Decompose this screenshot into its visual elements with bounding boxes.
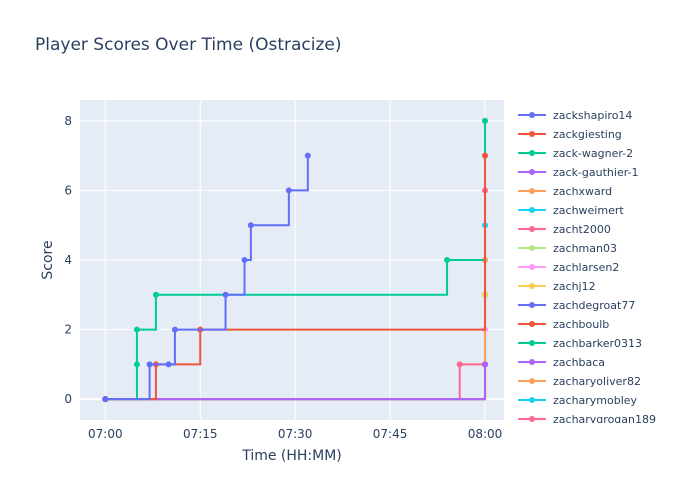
y-tick-label: 2 — [64, 323, 72, 337]
data-point[interactable] — [456, 361, 463, 368]
legend-label: zackgiesting — [553, 128, 622, 141]
x-tick-label: 07:15 — [183, 427, 218, 441]
y-tick-label: 8 — [64, 114, 72, 128]
data-point[interactable] — [482, 361, 489, 368]
series-line — [105, 155, 487, 401]
data-point[interactable] — [247, 222, 254, 229]
legend-label: zachboulb — [553, 318, 609, 331]
data-point[interactable] — [102, 396, 109, 403]
data-point[interactable] — [482, 152, 489, 159]
legend-item-zachlarsen2[interactable]: zachlarsen2 — [518, 261, 619, 274]
x-axis-ticks: 07:00 07:15 07:30 07:45 08:00 — [88, 427, 502, 441]
legend-item-zacharygrogan189[interactable]: zacharygrogan189 — [518, 413, 656, 426]
legend-swatch-marker — [529, 397, 535, 403]
legend-label: zacharygrogan189 — [553, 413, 656, 426]
data-point[interactable] — [171, 326, 178, 333]
data-point[interactable] — [241, 257, 248, 263]
legend-swatch-marker — [529, 416, 535, 422]
legend-item-zacharyoliver82[interactable]: zacharyoliver82 — [518, 375, 641, 388]
data-point[interactable] — [133, 326, 140, 333]
legend-swatch-marker — [529, 302, 535, 308]
legend-swatch-marker — [529, 264, 535, 270]
legend-item-zack-gauthier-1[interactable]: zack-gauthier-1 — [518, 166, 639, 179]
legend-item-zackshapiro14[interactable]: zackshapiro14 — [518, 109, 632, 122]
data-point[interactable] — [152, 291, 159, 298]
y-tick-label: 6 — [64, 183, 72, 197]
data-point[interactable] — [133, 361, 140, 368]
legend-label: zachj12 — [553, 280, 596, 293]
legend-label: zacharymobley — [553, 394, 638, 407]
legend-swatch-marker — [529, 283, 535, 289]
data-point[interactable] — [304, 152, 311, 159]
legend-item-zachbarker0313[interactable]: zachbarker0313 — [518, 337, 642, 350]
legend-label: zackshapiro14 — [553, 109, 632, 122]
legend-swatch-marker — [529, 169, 535, 175]
x-tick-label: 08:00 — [468, 427, 503, 441]
legend-label: zachweimert — [553, 204, 624, 217]
legend-item-zachbaca[interactable]: zachbaca — [518, 356, 605, 369]
legend-swatch-marker — [529, 112, 535, 118]
legend-item-zachweimert[interactable]: zachweimert — [518, 204, 624, 217]
legend-label: zachxward — [553, 185, 612, 198]
legend-item-zacht2000[interactable]: zacht2000 — [518, 223, 611, 236]
legend-swatch-marker — [529, 150, 535, 156]
y-tick-label: 4 — [64, 253, 72, 267]
traces — [102, 117, 489, 403]
legend-swatch-marker — [529, 340, 535, 346]
data-point[interactable] — [444, 257, 451, 263]
series-line — [105, 120, 487, 401]
legend-item-zachdegroat77[interactable]: zachdegroat77 — [518, 299, 635, 312]
data-point[interactable] — [146, 361, 153, 368]
legend-item-zack-wagner-2[interactable]: zack-wagner-2 — [518, 147, 633, 160]
series-line — [105, 364, 487, 401]
data-point[interactable] — [482, 117, 489, 124]
legend-label: zacht2000 — [553, 223, 611, 236]
legend-item-zackgiesting[interactable]: zackgiesting — [518, 128, 622, 141]
legend-label: zachbarker0313 — [553, 337, 642, 350]
legend-swatch-marker — [529, 378, 535, 384]
x-tick-label: 07:30 — [278, 427, 313, 441]
y-axis-ticks: 0 2 4 6 8 — [64, 114, 72, 406]
x-axis-title: Time (HH:MM) — [241, 448, 342, 464]
data-point[interactable] — [222, 291, 229, 298]
data-point[interactable] — [165, 361, 172, 368]
legend-item-zachman03[interactable]: zachman03 — [518, 242, 617, 255]
legend-swatch-marker — [529, 131, 535, 137]
legend-item-zacharymobley[interactable]: zacharymobley — [518, 394, 638, 407]
legend-swatch-marker — [529, 321, 535, 327]
legend-label: zachman03 — [553, 242, 617, 255]
legend-label: zack-gauthier-1 — [553, 166, 639, 179]
legend-item-zachboulb[interactable]: zachboulb — [518, 318, 609, 331]
data-point[interactable] — [285, 187, 292, 194]
legend-label: zacharyoliver82 — [553, 375, 641, 388]
y-tick-label: 0 — [64, 392, 72, 406]
legend-label: zachdegroat77 — [553, 299, 635, 312]
legend-label: zack-wagner-2 — [553, 147, 633, 160]
legend-swatch-marker — [529, 245, 535, 251]
x-tick-label: 07:45 — [373, 427, 408, 441]
legend-label: zachlarsen2 — [553, 261, 619, 274]
legend-swatch-marker — [529, 359, 535, 365]
legend[interactable]: zackshapiro14 zackgiesting zack-wagner-2 za… — [518, 109, 656, 426]
legend-item-zachj12[interactable]: zachj12 — [518, 280, 596, 293]
x-tick-label: 07:00 — [88, 427, 123, 441]
series-zackshapiro14[interactable] — [102, 152, 311, 403]
legend-label: zachbaca — [553, 356, 605, 369]
legend-swatch-marker — [529, 207, 535, 213]
y-axis-title: Score — [40, 240, 56, 279]
legend-swatch-marker — [529, 226, 535, 232]
legend-swatch-marker — [529, 188, 535, 194]
chart-title: Player Scores Over Time (Ostracize) — [35, 35, 342, 55]
series-line — [105, 155, 309, 401]
legend-item-zachxward[interactable]: zachxward — [518, 185, 612, 198]
